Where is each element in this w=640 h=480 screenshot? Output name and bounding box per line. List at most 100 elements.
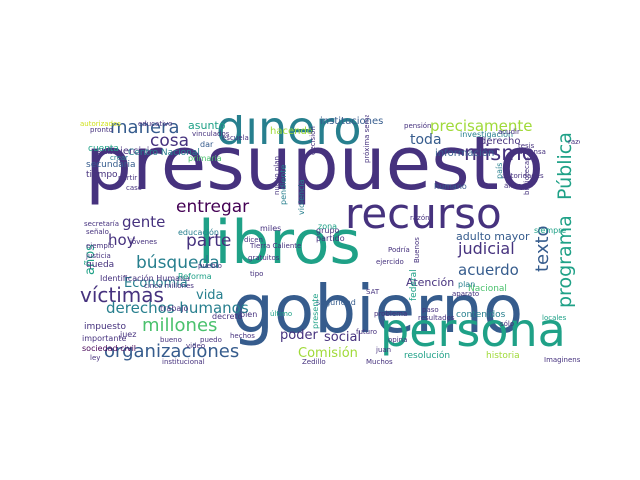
word: asunto xyxy=(188,119,226,132)
word: poder xyxy=(280,328,318,343)
word: mismo xyxy=(464,141,535,165)
word: gente xyxy=(122,213,166,231)
word: opina xyxy=(388,336,408,344)
word: siempre xyxy=(534,226,567,235)
word: cinco millones xyxy=(144,282,194,290)
word: partido xyxy=(316,234,345,243)
word: Tierra Caliente xyxy=(250,242,302,250)
word: judicial xyxy=(458,239,515,258)
word: justicia xyxy=(86,252,111,260)
word: pueblo xyxy=(198,262,222,270)
word: bueno xyxy=(160,336,182,344)
word: entregar xyxy=(176,197,250,217)
word: sociedad civil xyxy=(82,344,137,353)
word: escuela xyxy=(222,134,249,142)
word: partir xyxy=(118,174,138,182)
word: resolución xyxy=(404,351,451,361)
word: vinculados xyxy=(192,130,230,138)
word: crear xyxy=(110,154,129,162)
word: hechos xyxy=(230,332,255,340)
word: Identificación Humana xyxy=(100,274,191,283)
word: investigación xyxy=(460,130,514,139)
word: Reforma xyxy=(178,272,212,281)
word: cosa xyxy=(150,131,190,151)
word: problema xyxy=(374,310,408,318)
word: educativo xyxy=(138,120,173,128)
word: toda xyxy=(410,132,442,148)
word: trabajo xyxy=(160,304,189,313)
word: secretaría xyxy=(84,220,119,228)
word: pensión xyxy=(404,122,432,130)
word: dinero xyxy=(216,115,362,155)
word: vida xyxy=(196,288,224,303)
word: violencia xyxy=(297,179,306,215)
word: paso xyxy=(422,306,439,314)
word: autoridades xyxy=(502,172,544,180)
word: parte xyxy=(186,231,232,251)
word: derechos humanos xyxy=(106,299,249,317)
word: búsqueda xyxy=(136,253,220,273)
word: manera xyxy=(110,117,180,138)
word: nuevo plan xyxy=(273,156,281,195)
word: dar xyxy=(200,140,214,149)
word: información xyxy=(435,148,495,159)
word: puedo xyxy=(200,336,222,344)
word: juez xyxy=(120,330,137,339)
word: pronto xyxy=(90,126,113,134)
word: plan xyxy=(458,280,476,289)
word: resultados xyxy=(418,314,455,322)
word: tipo xyxy=(250,270,264,278)
word: grupo xyxy=(316,226,340,235)
word: social xyxy=(324,330,362,345)
word: libros xyxy=(198,208,361,278)
word: decreto xyxy=(212,312,243,321)
word: razón xyxy=(410,214,430,222)
word: víctimas xyxy=(80,283,164,307)
word: hoy xyxy=(108,231,136,249)
word: subejercicio xyxy=(96,146,156,157)
word: autorizados xyxy=(80,120,121,128)
word: próxima semana xyxy=(363,115,371,163)
word: locales xyxy=(542,314,567,322)
word: caso xyxy=(126,184,143,192)
word: primaria xyxy=(188,154,222,163)
word: precisamente xyxy=(430,117,533,135)
word: humano xyxy=(434,182,467,191)
word: sólo xyxy=(500,320,515,328)
word: importante xyxy=(82,334,127,343)
word: secundaria xyxy=(86,160,136,170)
word: ley xyxy=(90,354,101,362)
word: acudir xyxy=(498,128,520,136)
word: jóvenes xyxy=(130,238,158,246)
word-cloud: presupuesto libros gobierno dinero perso… xyxy=(80,115,580,370)
word: contenidos xyxy=(456,310,506,320)
word: millones xyxy=(142,315,218,336)
word: seguridad xyxy=(316,298,356,307)
word: SAT xyxy=(366,288,380,296)
word: ejercido xyxy=(376,258,404,266)
word: aparato xyxy=(452,290,480,298)
word: decisión xyxy=(309,126,317,155)
word: presupuesto xyxy=(85,121,544,207)
word: Imaginense xyxy=(544,356,580,364)
word: Zedillo xyxy=(302,358,326,366)
word: instituciones xyxy=(320,116,384,127)
word: adulto mayor xyxy=(456,230,530,243)
word: miles xyxy=(260,224,282,233)
word: Podría xyxy=(388,246,410,254)
word: zona xyxy=(318,222,338,231)
word: último xyxy=(270,310,293,318)
word: Nacional xyxy=(468,284,507,294)
word: institucional xyxy=(162,358,205,366)
word: organizaciones xyxy=(104,341,240,362)
word: hacendo xyxy=(270,126,313,137)
word: razones xyxy=(568,138,580,146)
word: acuerdo xyxy=(458,261,519,279)
word: señalo xyxy=(86,228,109,236)
word: video xyxy=(186,342,206,350)
word: federal xyxy=(409,269,419,301)
word: Comisión xyxy=(298,346,358,361)
word: persona xyxy=(380,303,566,357)
word: historia xyxy=(486,351,520,361)
word: tiempo xyxy=(86,170,118,180)
